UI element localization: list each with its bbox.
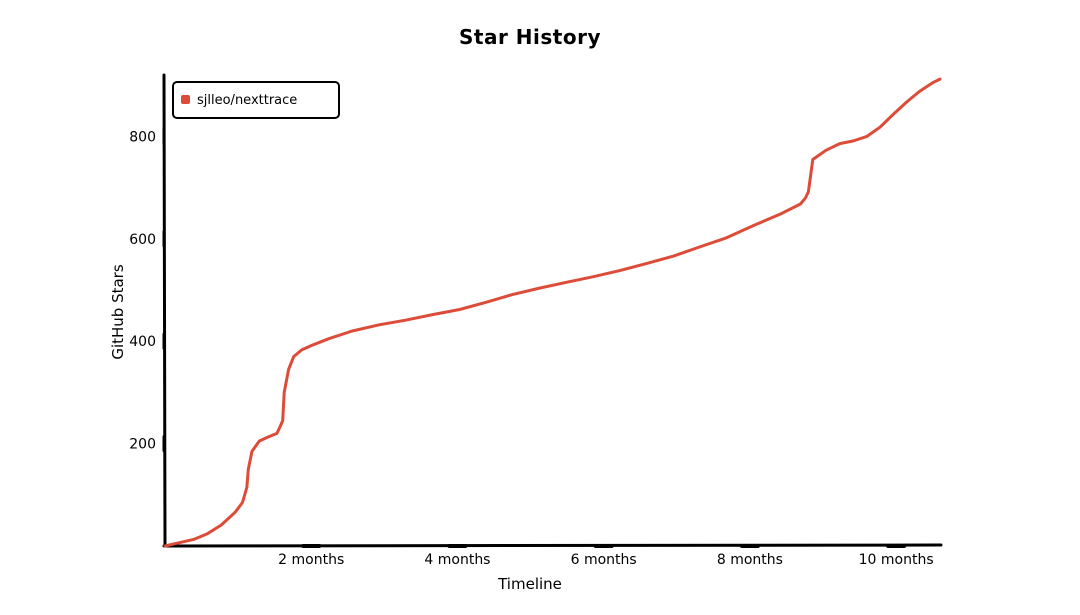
x-tick-label: 8 months xyxy=(717,552,783,568)
y-axis-ticks: 200 400 600 800 xyxy=(129,127,166,453)
x-axis-label: Timeline xyxy=(497,575,562,593)
legend: sjlleo/nexttrace xyxy=(172,81,340,119)
y-tick-label: 200 xyxy=(129,437,156,453)
y-axis-line xyxy=(162,73,167,548)
series-layer xyxy=(163,77,942,548)
y-axis-label: GitHub Stars xyxy=(109,264,127,360)
x-tick-label: 2 months xyxy=(278,552,344,568)
x-tick-label: 6 months xyxy=(571,552,637,568)
y-tick-label: 400 xyxy=(129,334,156,350)
legend-box xyxy=(172,81,340,119)
x-axis-line xyxy=(162,543,943,548)
plot-area: 200 400 600 800 2 months 4 months 6 months 8 m… xyxy=(129,73,943,568)
legend-label: sjlleo/nexttrace xyxy=(197,93,297,108)
y-tick-label: 800 xyxy=(129,129,156,145)
y-tick-label: 600 xyxy=(129,232,156,248)
x-axis-ticks: 2 months 4 months 6 months 8 months 10 month… xyxy=(278,544,934,568)
series-line xyxy=(163,77,942,548)
legend-swatch xyxy=(181,95,190,104)
x-tick-label: 4 months xyxy=(424,552,490,568)
chart-title: Star History xyxy=(459,25,601,49)
x-tick-label: 10 months xyxy=(859,552,934,568)
